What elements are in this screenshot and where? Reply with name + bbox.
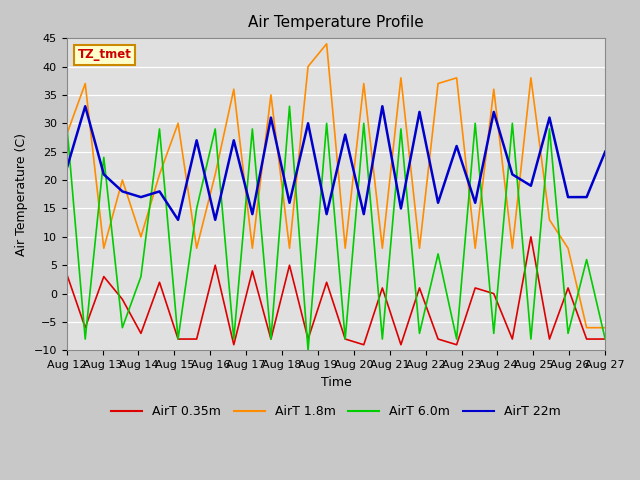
Legend: AirT 0.35m, AirT 1.8m, AirT 6.0m, AirT 22m: AirT 0.35m, AirT 1.8m, AirT 6.0m, AirT 2…: [106, 400, 566, 423]
Title: Air Temperature Profile: Air Temperature Profile: [248, 15, 424, 30]
X-axis label: Time: Time: [321, 376, 351, 389]
Y-axis label: Air Temperature (C): Air Temperature (C): [15, 133, 28, 256]
Text: TZ_tmet: TZ_tmet: [77, 48, 131, 61]
